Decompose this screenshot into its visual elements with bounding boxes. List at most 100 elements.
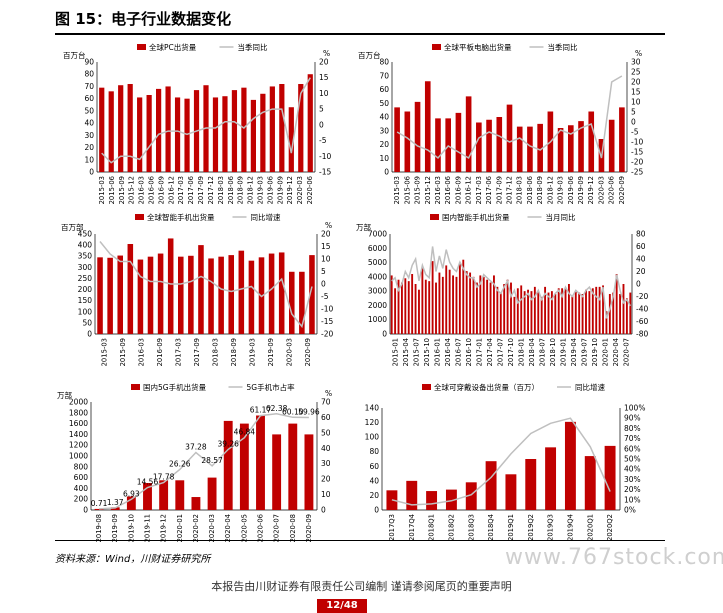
bar [537,291,540,334]
chart-domestic-smartphone: 国内智能手机出货量 当月同比 万部 0 1000 2000 3000 4000 5000 6000… [356,210,665,375]
right-tick-label: 80 [636,230,646,239]
x-tick-label: 2019-03 [248,338,256,366]
legend-line-label: 当季同比 [238,42,268,52]
bar [94,508,104,510]
x-tick-label: 2015-03 [100,338,108,366]
left-tick-label: 1600 [69,419,88,428]
bar [435,118,441,172]
bar [588,291,591,334]
bar [510,282,512,334]
left-tick-label: 60 [84,94,94,103]
left-tick-label: 60 [369,462,379,471]
left-axis-unit: 万部 [356,222,371,232]
x-tick-label: 2015-10 [423,338,431,366]
series-line [99,413,309,510]
x-tick-label: 2019-03 [257,176,265,204]
bar [482,276,485,334]
bar [411,274,414,334]
bar [218,256,224,334]
x-tick-label: 2019Q3 [547,514,555,541]
bar [591,288,594,334]
data-label: 60.10 [282,407,304,416]
x-tick-label: 2017-03 [475,176,483,204]
bar [465,96,472,172]
x-tick-label: 2020-06 [257,514,265,542]
bar [404,278,407,334]
x-tick-label: 2018-03 [516,176,524,204]
bar [557,288,560,334]
left-tick-label: 20 [84,143,94,152]
x-tick-label: 2019-06 [266,176,274,204]
left-tick-label: 2000 [69,398,88,407]
chart-global-tablet: 全球平板电脑出货量 当季同比 百万台% 0 10 20 30 40 50 60 70 80 -25 -20… [358,40,665,204]
data-label: 62.38 [266,404,288,413]
left-tick-label: 400 [78,241,93,250]
bar [108,91,114,172]
bar [622,284,625,334]
legend-bar-swatch [137,44,146,50]
legend-bar-swatch [131,384,140,390]
bar [476,122,482,172]
bar [619,294,622,334]
x-tick-label: 2016-01 [433,338,441,366]
left-tick-label: 0 [384,168,389,177]
bar [612,292,615,334]
bar [174,97,181,172]
left-tick-label: 200 [74,495,89,504]
left-tick-label: 30 [84,131,94,140]
left-tick-label: 2000 [368,301,387,310]
right-axis-unit: % [325,221,332,230]
x-tick-label: 2016-06 [148,176,156,204]
data-label: 61.17 [250,406,272,415]
bar [438,272,441,334]
bar [619,107,625,172]
legend-line-label: 同比增速 [575,382,605,392]
x-tick-label: 2019-08 [95,514,103,542]
left-tick-label: 300 [78,263,93,272]
left-tick-label: 0 [382,330,387,339]
left-tick-label: 70 [379,71,389,80]
bar [472,276,475,334]
right-tick-label: 0 [321,280,326,289]
left-tick-label: 80 [379,58,389,67]
bar [250,99,256,172]
x-tick-label: 2020-04 [224,514,232,542]
bar [309,255,315,334]
bar [397,279,400,334]
x-tick-label: 2020Q2 [606,514,614,541]
legend-bar-label: 全球可穿戴设备出货量（百万） [434,382,539,392]
bar [574,291,577,334]
data-label: 46.84 [234,428,256,437]
right-tick-label: 40% [624,465,641,474]
x-tick-label: 2015-12 [424,176,432,204]
right-tick-label: 15 [631,88,641,97]
bar [177,256,184,334]
bar [239,423,249,510]
right-tick-label: -10 [319,152,331,161]
right-tick-label: 20 [636,267,646,276]
bar [241,87,247,172]
left-tick-label: 120 [365,418,380,427]
left-tick-label: 20 [369,491,379,500]
bar [288,423,298,510]
x-tick-label: 2020-07 [623,338,631,366]
x-tick-label: 2015-09 [119,338,127,366]
left-axis-unit: 万部 [57,390,72,400]
x-tick-label: 2015-06 [403,176,411,204]
bar [564,288,567,334]
x-tick-label: 2017-04 [486,338,494,366]
bar [496,286,499,334]
bar [479,275,482,334]
right-tick-label: -5 [319,136,327,145]
right-tick-label: 0 [631,118,636,127]
left-tick-label: 80 [84,70,94,79]
x-tick-label: 2015-09 [414,176,422,204]
right-tick-label: 60 [636,242,646,251]
bar [424,279,427,334]
right-tick-label: 70% [624,434,641,443]
x-tick-label: 2017-03 [174,338,182,366]
title-rule [55,33,665,35]
x-tick-label: 2020-03 [208,514,216,542]
x-tick-label: 2019Q1 [507,514,515,541]
bar [207,477,217,510]
